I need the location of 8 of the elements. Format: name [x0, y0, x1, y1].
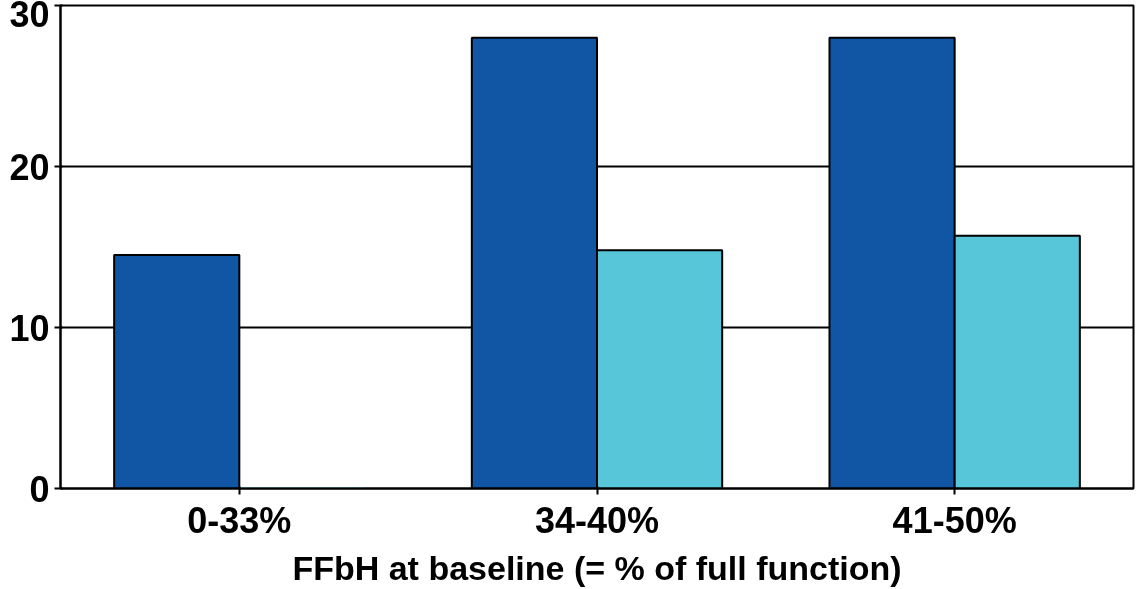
- y-tick-label: 0: [29, 468, 50, 510]
- y-tick-label: 20: [9, 146, 50, 188]
- x-tick-label: 0-33%: [187, 499, 292, 541]
- y-tick-label: 30: [9, 0, 50, 35]
- x-tick-label: 34-40%: [534, 499, 660, 541]
- x-tick-label: 41-50%: [892, 499, 1017, 541]
- x-axis-title: FFbH at baseline (= % of full function): [292, 548, 902, 587]
- y-tick-label: 10: [9, 307, 50, 349]
